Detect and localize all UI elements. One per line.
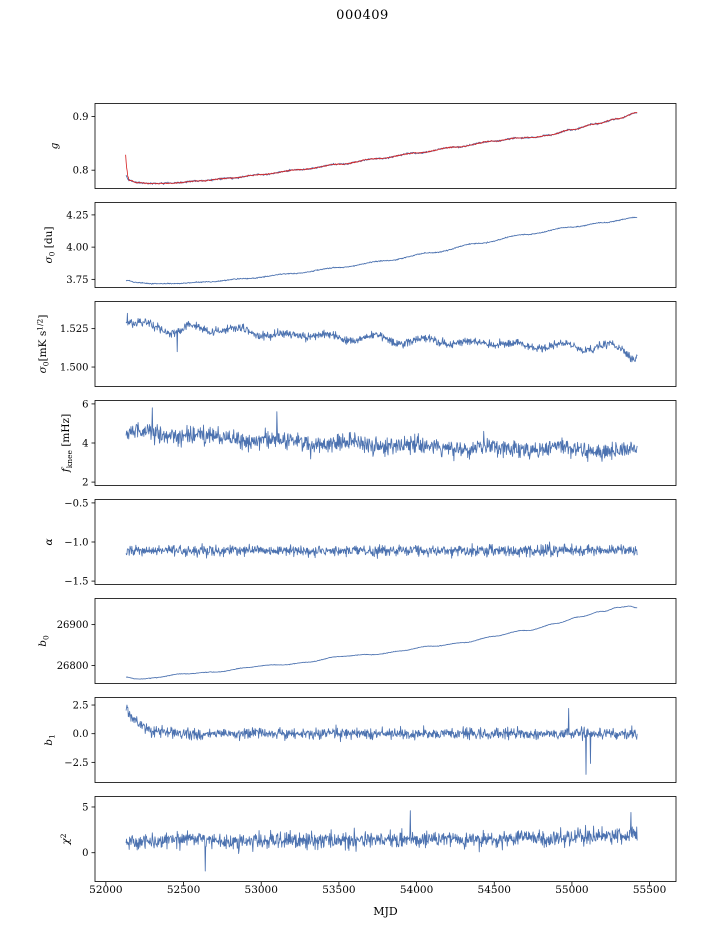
- series-chi2-data: [125, 810, 638, 872]
- y-label-segment: [du]: [43, 227, 55, 252]
- y-tick-label: 4.00: [66, 243, 88, 254]
- y-tick-label: 0.8: [73, 166, 89, 177]
- y-label-segment: [mHz]: [60, 414, 72, 450]
- panel-fknee: 2 4 6 fknee [mHz]: [0, 399, 725, 488]
- y-tick-label: 6: [82, 399, 88, 410]
- y-label-segment: α: [43, 538, 55, 545]
- plot-area-chi2: 0 5 χ2: [59, 796, 677, 886]
- plot-area-sigma0-du: 3.75 4.00 4.25 σ0 [du]: [43, 202, 677, 288]
- panel-alpha: −0.5 −1.0 −1.5 α: [0, 498, 725, 587]
- x-tick-label: 55000: [555, 884, 589, 896]
- y-axis-label-g: g: [49, 142, 61, 149]
- y-label-segment: χ: [60, 838, 72, 846]
- y-label-segment: σ: [43, 255, 55, 263]
- y-tick-label: −0.5: [64, 498, 88, 509]
- y-tick-label: 0.9: [73, 112, 89, 123]
- y-label-segment: b: [43, 739, 55, 746]
- y-tick-label: −1.5: [64, 576, 88, 587]
- y-axis-label-b1: b1: [43, 734, 57, 746]
- x-tick-labels: 52000 52500 53000 53500 54000 54500 55000 55500: [0, 884, 725, 898]
- y-tick-label: 26900: [57, 620, 89, 631]
- y-label-segment: 2: [59, 833, 68, 838]
- axes-frame: [94, 499, 677, 585]
- y-label-segment: 0: [42, 361, 51, 366]
- x-tick-label: 54000: [399, 884, 434, 896]
- panel-b1: −2.5 0.0 2.5 b1: [0, 697, 725, 783]
- panel-g: 0.8 0.9 g: [0, 103, 725, 189]
- y-label-segment: g: [49, 142, 61, 149]
- y-label-segment: 1: [47, 734, 56, 739]
- panels-container: 0.8 0.9 g 3.75 4.00 4.25 σ0 [du] 1.500 1.525 σ0[m…: [0, 103, 725, 886]
- y-axis-label-fknee: fknee [mHz]: [60, 414, 74, 473]
- y-tick-label: −1.0: [64, 537, 88, 548]
- y-tick-label: 3.75: [66, 275, 88, 286]
- y-label-segment: f: [60, 466, 72, 473]
- x-tick-label: 53000: [244, 884, 278, 896]
- panel-chi2: 0 5 χ2: [0, 796, 725, 886]
- x-tick-label: 53500: [322, 884, 356, 896]
- y-label-segment: knee: [65, 449, 74, 468]
- y-label-segment: 0: [42, 635, 51, 640]
- series-b0-data: [126, 605, 638, 680]
- y-label-segment: ]: [37, 315, 49, 319]
- series-fknee-data: [125, 407, 638, 463]
- panel-sigma0-du: 3.75 4.00 4.25 σ0 [du]: [0, 202, 725, 288]
- series-g-fit: [125, 112, 638, 185]
- plot-area-sigma0-mks: 1.500 1.525 σ0[mK s1/2]: [36, 301, 677, 387]
- plot-area-fknee: 2 4 6 fknee [mHz]: [60, 399, 677, 488]
- plot-area-alpha: −0.5 −1.0 −1.5 α: [43, 498, 677, 587]
- y-label-segment: σ: [37, 365, 49, 373]
- y-tick-label: 2.5: [73, 700, 89, 711]
- y-tick-label: 4.25: [66, 210, 88, 221]
- y-label-segment: [mK s: [37, 331, 49, 362]
- x-tick-label: 52000: [89, 884, 123, 896]
- series-alpha-data: [125, 541, 638, 559]
- plot-area-b1: −2.5 0.0 2.5 b1: [43, 697, 677, 783]
- panel-b0: 26800 26900 b0: [0, 598, 725, 684]
- panel-sigma0-mks: 1.500 1.525 σ0[mK s1/2]: [0, 301, 725, 387]
- x-tick-label: 55500: [632, 884, 667, 896]
- axes-frame: [94, 301, 677, 387]
- y-tick-label: −2.5: [64, 758, 88, 769]
- x-tick-label: 52500: [166, 884, 201, 896]
- y-axis-label-chi2: χ2: [59, 833, 72, 845]
- y-label-segment: 1/2: [36, 319, 45, 331]
- x-axis-label: MJD: [373, 905, 398, 918]
- plot-area-b0: 26800 26900 b0: [37, 598, 677, 684]
- y-tick-label: 1.500: [60, 362, 89, 373]
- series-b1-data: [125, 704, 638, 775]
- axes-frame: [94, 103, 677, 189]
- y-tick-label: 26800: [57, 661, 89, 672]
- y-axis-label-alpha: α: [43, 538, 55, 545]
- y-label-segment: 0: [47, 251, 56, 256]
- y-axis-label-sigma0-du: σ0 [du]: [43, 227, 57, 264]
- y-axis-label-sigma0-mks: σ0[mK s1/2]: [36, 315, 51, 374]
- y-label-segment: b: [37, 640, 49, 647]
- x-tick-label: 54500: [477, 884, 511, 896]
- y-tick-label: 0.0: [73, 729, 89, 740]
- y-axis-label-b0: b0: [37, 635, 51, 647]
- y-tick-label: 1.525: [60, 324, 89, 335]
- y-tick-label: 0: [82, 848, 88, 859]
- axes-frame: [94, 697, 677, 783]
- y-tick-label: 5: [82, 802, 88, 813]
- y-tick-label: 4: [82, 438, 88, 449]
- chart-title: 000409: [336, 8, 389, 23]
- axes-frame: [94, 202, 677, 288]
- axes-frame: [94, 598, 677, 684]
- y-tick-label: 2: [82, 477, 88, 488]
- plot-area-g: 0.8 0.9 g: [49, 103, 677, 189]
- series-sigma0-mks-data: [125, 312, 638, 363]
- series-sigma0-du-data: [125, 216, 638, 285]
